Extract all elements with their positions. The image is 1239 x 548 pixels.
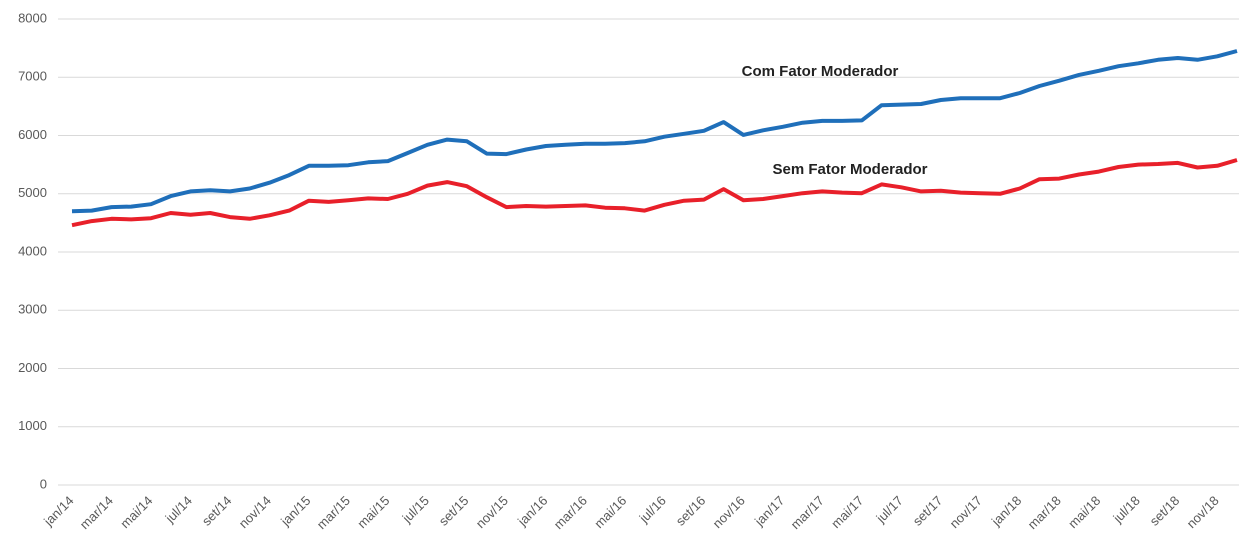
x-tick-label: mar/16 bbox=[551, 493, 590, 532]
x-tick-label: set/14 bbox=[199, 493, 235, 529]
y-tick-label: 7000 bbox=[18, 69, 47, 84]
x-tick-label: jan/16 bbox=[514, 493, 550, 529]
x-tick-label: set/16 bbox=[673, 493, 709, 529]
x-tick-label: jan/14 bbox=[40, 493, 76, 529]
x-tick-label: jan/15 bbox=[277, 493, 313, 529]
y-tick-label: 6000 bbox=[18, 127, 47, 142]
x-tick-label: mai/18 bbox=[1065, 493, 1103, 531]
x-tick-label: set/15 bbox=[436, 493, 472, 529]
y-tick-label: 2000 bbox=[18, 360, 47, 375]
x-tick-label: mar/15 bbox=[314, 493, 353, 532]
series-line bbox=[71, 49, 1238, 214]
y-tick-label: 8000 bbox=[18, 10, 47, 25]
x-tick-label: mar/17 bbox=[788, 493, 827, 532]
x-tick-label: jul/16 bbox=[636, 493, 669, 526]
x-tick-label: nov/14 bbox=[236, 493, 274, 531]
x-tick-label: mar/14 bbox=[77, 493, 116, 532]
x-tick-label: mai/14 bbox=[117, 493, 155, 531]
x-tick-label: nov/17 bbox=[947, 493, 985, 531]
y-tick-label: 4000 bbox=[18, 243, 47, 258]
series-label: Com Fator Moderador bbox=[742, 63, 899, 80]
y-tick-label: 1000 bbox=[18, 418, 47, 433]
x-tick-label: jul/14 bbox=[162, 493, 195, 526]
x-tick-label: mai/15 bbox=[354, 493, 392, 531]
series-line bbox=[71, 158, 1238, 228]
x-tick-label: jan/17 bbox=[751, 493, 787, 529]
x-tick-label: mai/16 bbox=[591, 493, 629, 531]
x-tick-label: jan/18 bbox=[988, 493, 1024, 529]
x-tick-label: jul/15 bbox=[399, 493, 432, 526]
x-tick-label: nov/16 bbox=[710, 493, 748, 531]
y-tick-label: 3000 bbox=[18, 302, 47, 317]
x-tick-label: set/17 bbox=[910, 493, 946, 529]
x-tick-label: set/18 bbox=[1147, 493, 1183, 529]
series-label: Sem Fator Moderador bbox=[772, 161, 927, 178]
x-tick-label: mai/17 bbox=[828, 493, 866, 531]
x-tick-label: jul/17 bbox=[873, 493, 906, 526]
x-tick-label: mar/18 bbox=[1025, 493, 1064, 532]
y-tick-label: 5000 bbox=[18, 185, 47, 200]
x-tick-label: nov/18 bbox=[1184, 493, 1222, 531]
x-tick-label: jul/18 bbox=[1110, 493, 1143, 526]
x-tick-label: nov/15 bbox=[473, 493, 511, 531]
y-tick-label: 0 bbox=[40, 476, 47, 491]
